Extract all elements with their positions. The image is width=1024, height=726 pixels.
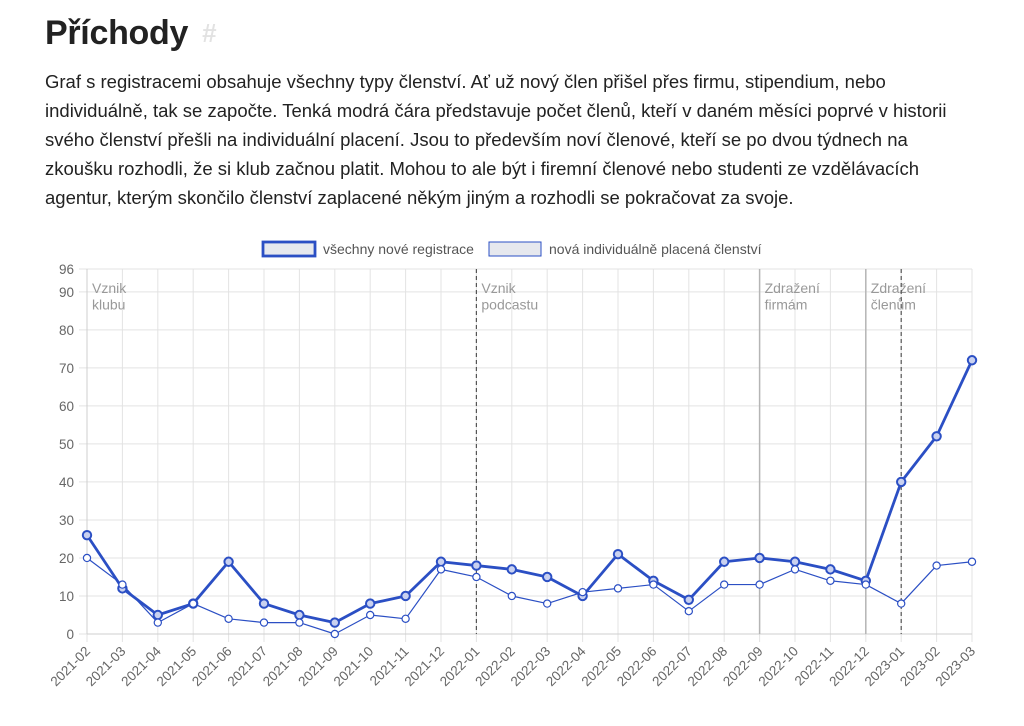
y-tick-label: 60 <box>59 399 74 414</box>
data-point-individual-paid <box>224 614 233 623</box>
series-line-individual-paid <box>86 557 973 635</box>
y-tick-label: 80 <box>59 323 74 338</box>
x-tick-label: 2023-03 <box>932 644 978 690</box>
data-point-individual-paid <box>436 565 446 574</box>
data-point-all-registrations <box>81 529 93 541</box>
y-tick-label: 50 <box>59 437 74 452</box>
registrations-line-chart: všechny nové registrace nová individuálně… <box>47 240 978 689</box>
data-point-all-registrations <box>931 431 942 442</box>
y-tick-label: 0 <box>66 627 74 642</box>
data-point-all-registrations <box>825 564 836 575</box>
annotation-label: klubu <box>92 297 125 313</box>
annotation-label: podcastu <box>481 297 538 313</box>
heading-anchor-link[interactable]: # <box>202 18 217 48</box>
data-point-all-registrations <box>400 590 411 602</box>
data-point-all-registrations <box>294 609 305 621</box>
data-point-individual-paid <box>401 614 410 623</box>
data-point-individual-paid <box>649 580 658 589</box>
data-point-all-registrations <box>719 556 730 567</box>
data-point-all-registrations <box>506 564 517 575</box>
y-axis: 0 10 20 30 40 50 60 70 80 90 96 <box>59 262 74 642</box>
data-point-individual-paid <box>188 599 198 608</box>
y-tick-label: 70 <box>59 361 74 376</box>
chart-annotations: VznikklubuVznikpodcastuZdraženífirmámZdr… <box>92 269 926 634</box>
data-point-all-registrations <box>471 560 482 571</box>
data-point-individual-paid <box>826 576 835 585</box>
data-point-all-registrations <box>329 617 340 628</box>
data-point-all-registrations <box>612 548 624 560</box>
data-point-individual-paid <box>932 561 941 570</box>
page-title: Příchody # <box>45 14 217 53</box>
data-point-all-registrations <box>223 556 234 567</box>
legend-label: nová individuálně placená členství <box>549 241 762 257</box>
page-title-text: Příchody <box>45 14 189 52</box>
annotation-label: Zdražení <box>765 280 820 296</box>
annotation-label: Vznik <box>481 280 516 296</box>
data-point-individual-paid <box>861 580 871 589</box>
x-tick-label: 2021-10 <box>331 644 377 690</box>
y-tick-label: 40 <box>59 475 74 490</box>
annotation-label: firmám <box>765 297 808 313</box>
annotation-label: Vznik <box>92 280 127 296</box>
series-line-all-registrations <box>85 359 974 624</box>
annotation-label: členům <box>871 297 916 313</box>
legend-swatch <box>488 241 542 257</box>
y-tick-label: 10 <box>59 589 74 604</box>
legend-swatch <box>261 240 317 258</box>
data-point-individual-paid <box>578 587 587 597</box>
data-point-individual-paid <box>543 599 552 608</box>
data-point-individual-paid <box>897 599 906 608</box>
intro-paragraph: Graf s registracemi obsahuje všechny typ… <box>45 71 947 208</box>
data-point-individual-paid <box>366 610 375 620</box>
data-point-individual-paid <box>118 580 127 589</box>
data-point-individual-paid <box>720 580 729 589</box>
data-point-individual-paid <box>259 618 269 627</box>
y-tick-label: 96 <box>59 262 74 277</box>
chart-series <box>81 355 978 639</box>
y-tick-label: 20 <box>59 551 74 566</box>
x-axis: 2021-022021-032021-042021-052021-062021-… <box>47 643 978 689</box>
data-point-individual-paid <box>153 618 162 627</box>
chart-grid <box>79 268 973 642</box>
data-point-individual-paid <box>472 572 481 582</box>
data-point-individual-paid <box>507 591 516 601</box>
data-point-individual-paid <box>790 565 800 574</box>
data-point-individual-paid <box>330 629 339 639</box>
data-point-all-registrations <box>258 598 270 609</box>
data-point-all-registrations <box>789 556 801 567</box>
data-point-individual-paid <box>755 580 764 589</box>
chart-legend: všechny nové registrace nová individuálně… <box>261 240 762 258</box>
data-point-all-registrations <box>152 609 164 621</box>
legend-label: všechny nové registrace <box>323 241 474 257</box>
data-point-all-registrations <box>754 552 765 564</box>
data-point-individual-paid <box>295 618 304 627</box>
y-tick-label: 90 <box>59 285 74 300</box>
data-point-all-registrations <box>966 355 978 366</box>
data-point-individual-paid <box>684 606 694 616</box>
data-point-all-registrations <box>542 571 553 583</box>
y-tick-label: 30 <box>59 513 74 528</box>
data-point-all-registrations <box>683 594 694 605</box>
data-point-individual-paid <box>613 584 623 593</box>
annotation-label: Zdražení <box>871 280 926 296</box>
data-point-all-registrations <box>365 598 376 609</box>
x-tick-label: 2022-10 <box>755 644 801 690</box>
data-point-all-registrations <box>896 476 907 488</box>
data-point-all-registrations <box>435 556 447 567</box>
data-point-individual-paid <box>82 553 92 563</box>
data-point-individual-paid <box>967 557 977 566</box>
